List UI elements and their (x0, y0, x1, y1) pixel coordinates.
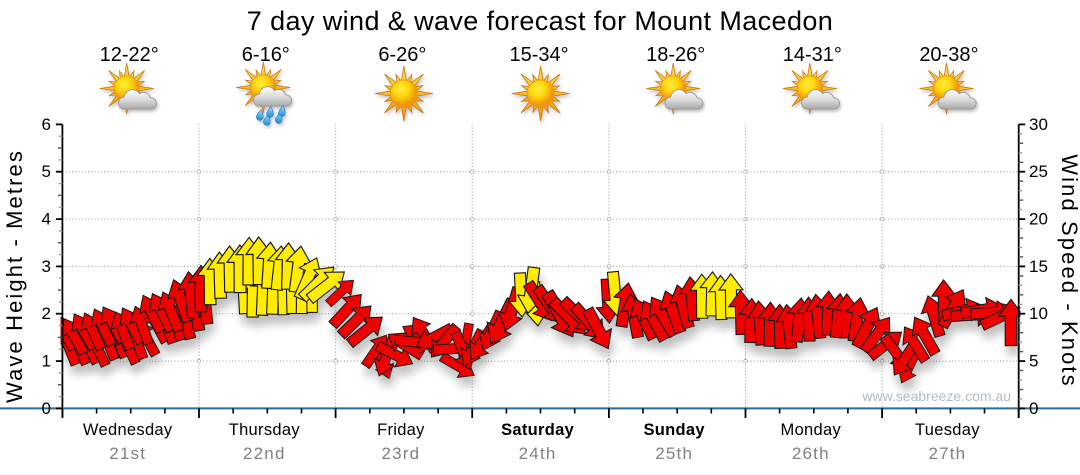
svg-text:4: 4 (42, 210, 51, 229)
svg-text:24th: 24th (519, 444, 557, 463)
svg-text:20: 20 (1029, 210, 1048, 229)
svg-text:2: 2 (42, 304, 51, 323)
svg-text:Wednesday: Wednesday (83, 421, 173, 439)
svg-text:25: 25 (1029, 162, 1048, 181)
svg-text:3: 3 (42, 257, 51, 276)
svg-text:10: 10 (1029, 304, 1048, 323)
svg-text:Tuesday: Tuesday (915, 421, 980, 439)
svg-text:6: 6 (42, 115, 51, 134)
svg-text:14-31°: 14-31° (783, 44, 842, 66)
svg-text:0: 0 (42, 399, 51, 418)
svg-text:18-26°: 18-26° (646, 44, 705, 66)
svg-text:0: 0 (1029, 399, 1038, 418)
svg-text:7 day wind & wave forecast for: 7 day wind & wave forecast for Mount Mac… (247, 6, 833, 36)
svg-text:Friday: Friday (377, 421, 425, 439)
svg-text:5: 5 (42, 162, 51, 181)
svg-text:15: 15 (1029, 257, 1048, 276)
svg-text:25th: 25th (655, 444, 693, 463)
svg-text:23rd: 23rd (381, 444, 420, 463)
svg-text:22nd: 22nd (243, 444, 286, 463)
svg-text:21st: 21st (109, 444, 146, 463)
svg-text:6-26°: 6-26° (378, 44, 426, 66)
svg-text:Monday: Monday (781, 421, 842, 439)
svg-text:30: 30 (1029, 115, 1048, 134)
svg-text:12-22°: 12-22° (100, 44, 159, 66)
svg-text:6-16°: 6-16° (242, 44, 290, 66)
svg-text:Wave Height - Metres: Wave Height - Metres (2, 149, 27, 403)
svg-text:15-34°: 15-34° (510, 44, 569, 66)
svg-text:26th: 26th (792, 444, 830, 463)
svg-text:Thursday: Thursday (229, 421, 301, 439)
svg-text:Sunday: Sunday (643, 421, 705, 439)
svg-text:20-38°: 20-38° (919, 44, 978, 66)
svg-text:1: 1 (42, 352, 51, 371)
svg-text:www.seabreeze.com.au: www.seabreeze.com.au (861, 388, 1011, 404)
svg-text:5: 5 (1029, 352, 1038, 371)
svg-text:Saturday: Saturday (501, 421, 575, 439)
svg-text:Wind Speed - Knots: Wind Speed - Knots (1057, 154, 1080, 387)
svg-text:27th: 27th (928, 444, 966, 463)
